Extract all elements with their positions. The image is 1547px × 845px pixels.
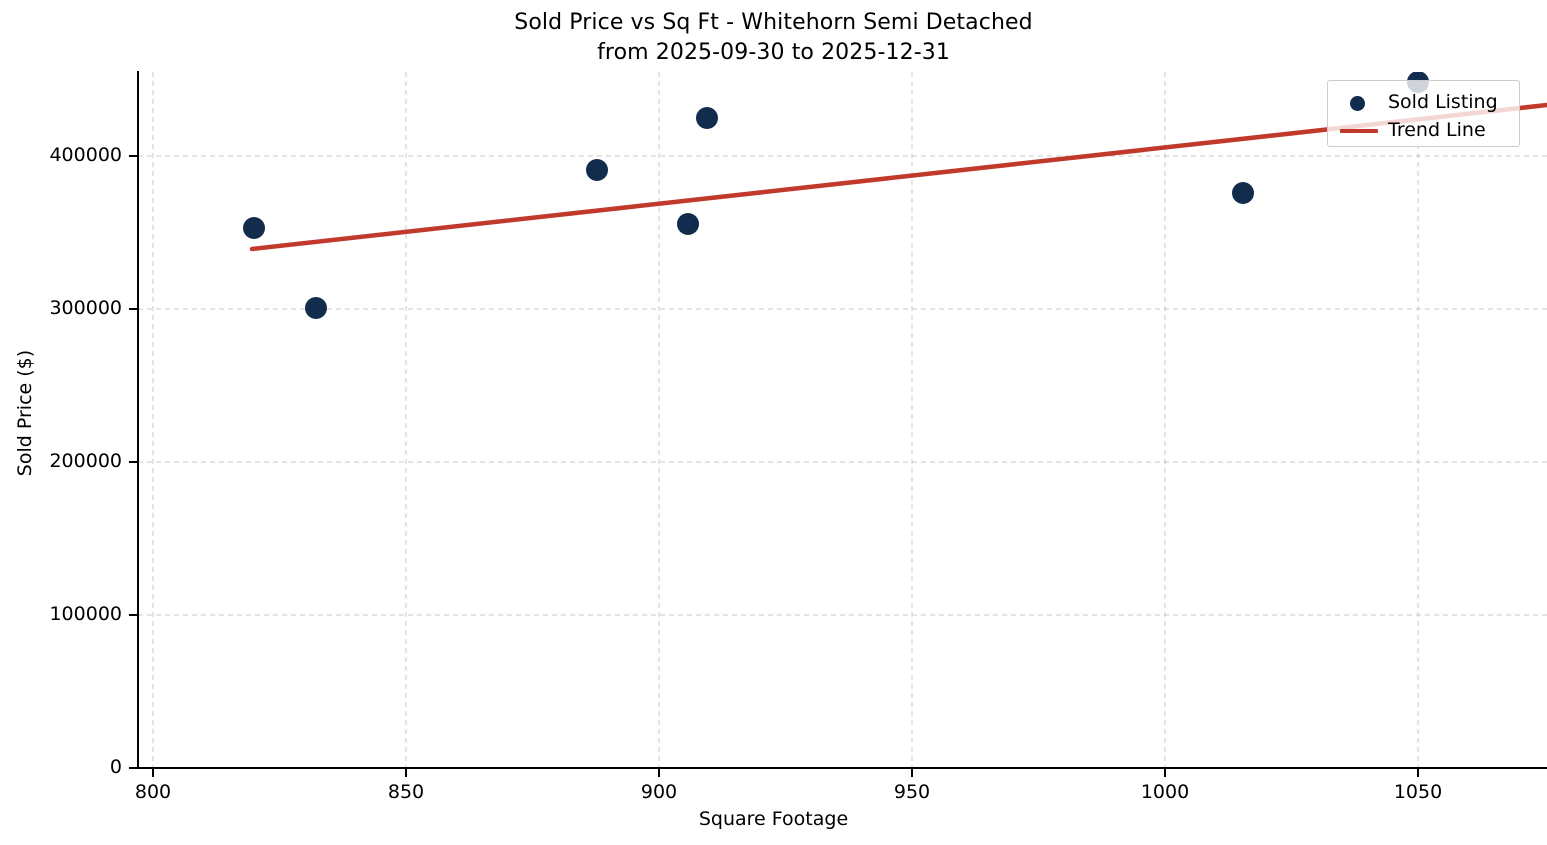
ytick-label-0: 0	[109, 756, 122, 778]
xtick-label-900: 900	[640, 781, 678, 803]
legend-item-trend-line[interactable]: Trend Line	[1328, 115, 1521, 147]
axis-spine-bottom	[137, 767, 1547, 769]
xtick-mark-1050	[1417, 769, 1419, 777]
grid-horizontal	[138, 155, 1547, 769]
xtick-mark-900	[658, 769, 660, 777]
data-point	[1232, 182, 1254, 204]
data-point	[243, 217, 265, 239]
axis-spine-left	[137, 71, 139, 769]
xtick-mark-800	[152, 769, 154, 777]
plot-area	[138, 72, 1547, 769]
plot-canvas	[138, 72, 1547, 769]
chart-title: Sold Price vs Sq Ft - Whitehorn Semi Det…	[0, 8, 1547, 68]
xtick-label-1050: 1050	[1393, 781, 1443, 803]
y-axis-label: Sold Price ($)	[14, 349, 36, 477]
chart-title-line-2: from 2025-09-30 to 2025-12-31	[597, 40, 950, 65]
ytick-label-400000: 400000	[49, 144, 122, 166]
xtick-mark-850	[405, 769, 407, 777]
ytick-label-100000: 100000	[49, 603, 122, 625]
data-point	[696, 107, 718, 129]
chart-title-line-1: Sold Price vs Sq Ft - Whitehorn Semi Det…	[514, 10, 1033, 35]
scatter-series-sold-listing	[243, 72, 1429, 319]
grid-vertical	[152, 72, 1419, 768]
ytick-label-200000: 200000	[49, 450, 122, 472]
ytick-mark-100000	[129, 614, 137, 616]
legend-item-sold-listing[interactable]: Sold Listing	[1328, 87, 1521, 119]
xtick-label-1000: 1000	[1140, 781, 1190, 803]
xtick-label-950: 950	[893, 781, 931, 803]
xtick-label-800: 800	[134, 781, 172, 803]
data-point	[305, 297, 327, 319]
ytick-mark-200000	[129, 461, 137, 463]
x-axis-label: Square Footage	[698, 808, 849, 830]
legend-line-icon	[1340, 129, 1378, 133]
ytick-mark-300000	[129, 308, 137, 310]
xtick-mark-1000	[1164, 769, 1166, 777]
ytick-label-300000: 300000	[49, 297, 122, 319]
data-point	[586, 159, 608, 181]
xtick-mark-950	[911, 769, 913, 777]
ytick-mark-400000	[129, 155, 137, 157]
xtick-label-850: 850	[387, 781, 425, 803]
legend-label-trend-line: Trend Line	[1388, 119, 1486, 141]
data-point	[677, 213, 699, 235]
ytick-mark-0	[129, 767, 137, 769]
legend-dot-icon	[1350, 96, 1365, 111]
chart-legend: Sold Listing Trend Line	[1327, 80, 1520, 147]
legend-label-sold-listing: Sold Listing	[1388, 91, 1498, 113]
